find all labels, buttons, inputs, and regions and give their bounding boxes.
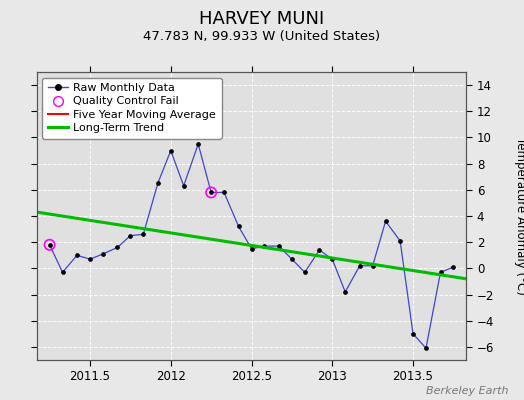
Text: 47.783 N, 99.933 W (United States): 47.783 N, 99.933 W (United States) xyxy=(144,30,380,43)
Point xyxy=(207,189,215,196)
Text: HARVEY MUNI: HARVEY MUNI xyxy=(199,10,325,28)
Point xyxy=(46,242,54,248)
Text: Berkeley Earth: Berkeley Earth xyxy=(426,386,508,396)
Legend: Raw Monthly Data, Quality Control Fail, Five Year Moving Average, Long-Term Tren: Raw Monthly Data, Quality Control Fail, … xyxy=(42,78,222,139)
Y-axis label: Temperature Anomaly (°C): Temperature Anomaly (°C) xyxy=(514,137,524,295)
